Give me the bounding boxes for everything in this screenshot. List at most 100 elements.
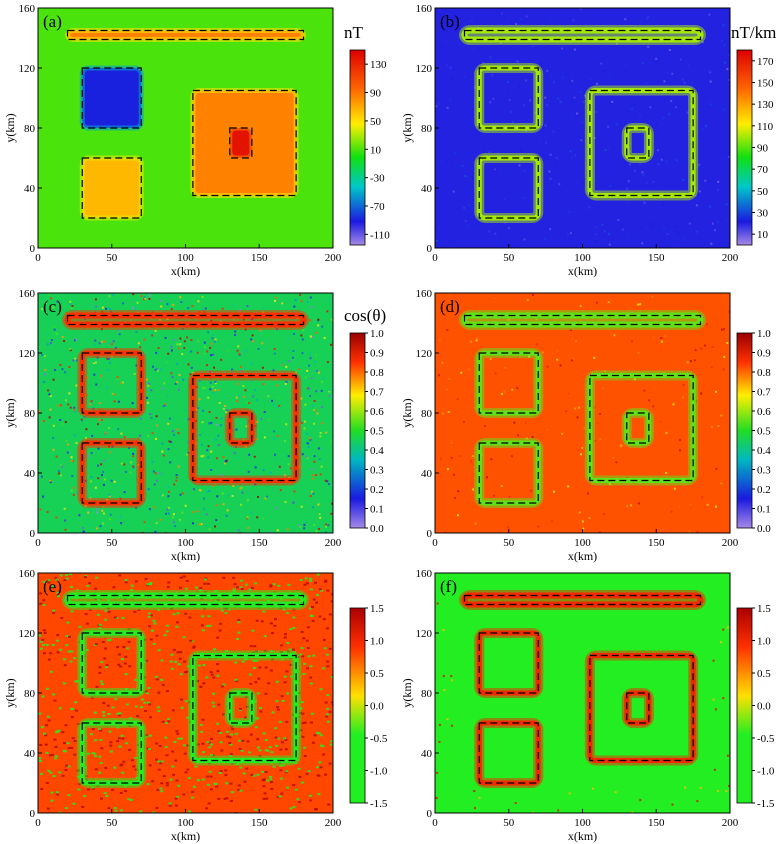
noise-speck <box>94 768 98 771</box>
noise-speck <box>58 771 62 774</box>
noise-speck <box>40 726 44 729</box>
noise-speck <box>65 573 69 576</box>
noise-speck <box>165 784 169 787</box>
noise-speck <box>292 350 295 353</box>
noise-speck <box>441 412 444 415</box>
noise-speck <box>709 71 712 74</box>
noise-speck <box>726 754 729 757</box>
noise-speck <box>266 749 270 752</box>
noise-speck <box>589 68 592 71</box>
noise-speck <box>647 15 650 18</box>
noise-speck <box>299 525 302 528</box>
noise-speck <box>232 576 236 579</box>
noise-speck <box>513 421 516 424</box>
noise-speck <box>278 396 281 399</box>
noise-speck <box>228 295 231 298</box>
noise-speck <box>321 422 324 425</box>
noise-speck <box>473 807 476 810</box>
x-tick-label: 150 <box>648 252 665 264</box>
y-tick-label: 120 <box>19 628 36 640</box>
noise-speck <box>157 691 161 694</box>
noise-speck <box>525 15 528 18</box>
colorbar-tick-label: -70 <box>370 201 385 213</box>
noise-speck <box>45 781 49 784</box>
noise-speck <box>38 634 42 637</box>
noise-speck <box>125 703 129 706</box>
noise-speck <box>637 351 640 354</box>
noise-speck <box>145 396 148 399</box>
noise-speck <box>660 158 663 161</box>
noise-speck <box>73 657 77 660</box>
noise-speck <box>331 593 333 596</box>
noise-speck <box>247 526 250 529</box>
noise-speck <box>157 768 161 771</box>
noise-speck <box>260 620 264 623</box>
noise-speck <box>107 341 110 344</box>
noise-speck <box>209 788 213 791</box>
noise-speck <box>87 331 90 334</box>
noise-speck <box>93 755 97 758</box>
y-tick-label: 80 <box>421 408 433 420</box>
noise-speck <box>313 460 316 463</box>
noise-speck <box>456 398 459 401</box>
noise-speck <box>235 428 238 431</box>
colorbar-tick-label: -110 <box>370 229 390 241</box>
noise-speck <box>273 437 276 440</box>
noise-speck <box>167 718 171 721</box>
noise-speck <box>544 96 547 99</box>
noise-speck <box>161 450 164 453</box>
noise-speck <box>163 404 166 407</box>
noise-speck <box>45 724 49 727</box>
noise-speck <box>596 82 599 85</box>
noise-speck <box>54 755 58 758</box>
noise-speck <box>154 472 157 475</box>
noise-speck <box>64 807 68 810</box>
noise-speck <box>682 464 685 467</box>
noise-speck <box>274 453 277 456</box>
noise-speck <box>461 164 464 167</box>
noise-speck <box>662 116 665 119</box>
noise-speck <box>100 747 104 750</box>
noise-speck <box>523 169 526 172</box>
noise-speck <box>659 420 662 423</box>
noise-speck <box>549 177 552 180</box>
noise-speck <box>315 601 319 604</box>
noise-speck <box>435 105 438 108</box>
noise-speck <box>256 738 260 741</box>
noise-speck <box>684 786 687 789</box>
noise-speck <box>464 175 467 178</box>
noise-speck <box>594 180 597 183</box>
noise-speck <box>249 359 252 362</box>
noise-speck <box>220 358 223 361</box>
noise-speck <box>293 490 296 493</box>
noise-speck <box>450 441 453 444</box>
noise-speck <box>42 643 46 646</box>
noise-speck <box>143 338 146 341</box>
noise-speck <box>523 238 526 241</box>
noise-speck <box>151 780 155 783</box>
noise-speck <box>463 89 466 92</box>
noise-speck <box>237 631 241 634</box>
noise-speck <box>704 96 707 99</box>
noise-speck <box>224 773 228 776</box>
colorbar-tick-label: 0.6 <box>370 406 384 418</box>
noise-speck <box>155 678 159 681</box>
noise-speck <box>235 586 239 589</box>
noise-speck <box>313 581 317 584</box>
noise-speck <box>326 660 330 663</box>
noise-speck <box>467 153 470 156</box>
noise-speck <box>201 629 205 632</box>
noise-speck <box>709 80 712 83</box>
noise-speck <box>206 449 209 452</box>
noise-speck <box>200 730 204 733</box>
noise-speck <box>279 769 283 772</box>
noise-speck <box>116 376 119 379</box>
noise-speck <box>239 579 243 582</box>
noise-speck <box>303 721 307 724</box>
colorbar-tick-label: 0.4 <box>370 445 384 457</box>
noise-speck <box>305 521 308 524</box>
noise-speck <box>717 180 720 183</box>
noise-speck <box>38 712 42 715</box>
noise-speck <box>83 795 87 798</box>
noise-speck <box>701 128 704 131</box>
